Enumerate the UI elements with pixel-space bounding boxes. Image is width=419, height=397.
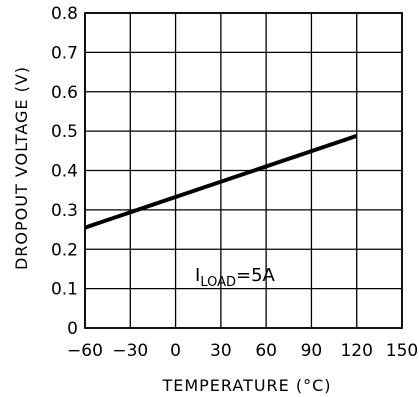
x-tick-label: 150 [386,341,418,361]
x-tick-label: 120 [340,341,372,361]
y-tick-label: 0.1 [51,280,78,300]
x-tick-label: −30 [112,341,148,361]
x-tick-label: −60 [67,341,103,361]
x-axis-label: TEMPERATURE (°C) [161,376,331,395]
annotation-subscript: LOAD [200,275,236,290]
y-tick-label: 0.6 [51,83,78,103]
series [84,133,358,230]
x-tick-label: 90 [301,341,323,361]
y-tick-label: 0.4 [51,162,78,182]
plot-frame [84,12,403,329]
y-tick-label: 0.5 [51,122,78,142]
y-tick-label: 0.8 [51,4,78,24]
load-current-annotation: ILOAD=5A [195,265,276,290]
x-tick-label: 0 [170,341,181,361]
y-axis-label: DROPOUT VOLTAGE (V) [12,66,31,270]
x-tick-label: 30 [210,341,232,361]
dropout-voltage-line [84,133,358,230]
y-tick-label: 0 [67,319,78,339]
tick-labels: −60 −30 0 30 60 90 120 150 0 0.1 0.2 0.3 0.4 0.5 0.6 0.… [51,4,418,361]
annotation-suffix: =5A [236,265,276,286]
y-tick-label: 0.2 [51,240,78,260]
annotation-prefix: I [195,265,200,286]
y-tick-label: 0.3 [51,201,78,221]
y-tick-label: 0.7 [51,43,78,63]
x-tick-label: 60 [255,341,277,361]
